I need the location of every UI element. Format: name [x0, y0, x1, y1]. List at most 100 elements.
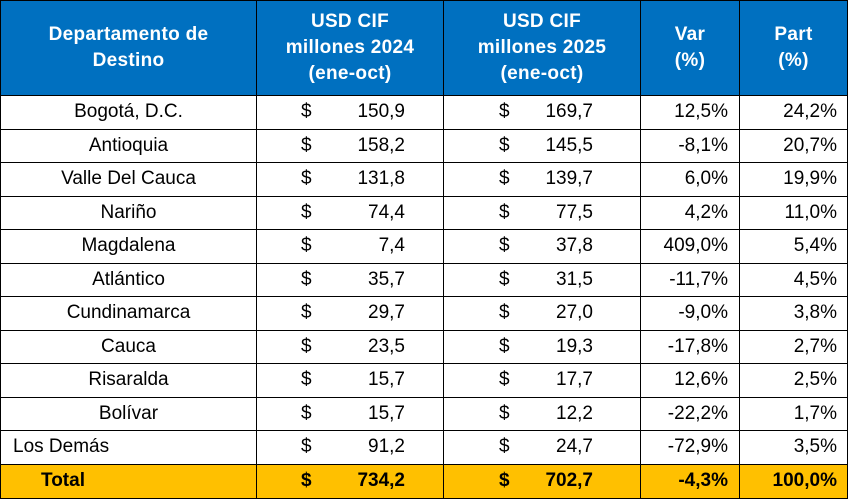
cell-usd-2025: $19,3 [443, 329, 641, 364]
currency-symbol: $ [301, 369, 312, 391]
cell-usd-2024: $158,2 [256, 128, 444, 163]
cell-usd-2024: $131,8 [256, 162, 444, 197]
cell-departamento: Antioquia [0, 128, 257, 163]
currency-symbol: $ [499, 369, 510, 391]
cell-usd-2025: $24,7 [443, 430, 641, 465]
cell-part: 20,7% [739, 128, 848, 163]
col-header-usd-2025: USD CIF millones 2025 (ene-oct) [443, 0, 641, 96]
header-line: USD CIF [502, 11, 582, 32]
header-line: Var [674, 24, 706, 45]
cell-var: 6,0% [640, 162, 740, 197]
currency-symbol: $ [301, 235, 312, 257]
cell-var: -22,2% [640, 396, 740, 431]
cell-part: 24,2% [739, 95, 848, 130]
currency-symbol: $ [301, 201, 312, 223]
total-var: -4,3% [640, 463, 740, 499]
table-row: Cundinamarca $29,7 $27,0 -9,0% 3,8% [0, 296, 848, 331]
cell-usd-2024-value: 29,7 [368, 302, 405, 324]
cell-usd-2025: $17,7 [443, 363, 641, 398]
total-row: Total $ 734,2 $ 702,7 -4,3% 100,0% [0, 463, 848, 499]
cell-var: 4,2% [640, 195, 740, 230]
cell-usd-2025-value: 37,8 [556, 235, 593, 257]
cell-departamento: Cauca [0, 329, 257, 364]
cell-usd-2025: $139,7 [443, 162, 641, 197]
header-line: USD CIF [310, 11, 390, 32]
currency-symbol: $ [499, 436, 510, 458]
cell-usd-2025: $169,7 [443, 95, 641, 130]
header-line: (%) [778, 50, 809, 71]
currency-symbol: $ [301, 335, 312, 357]
cell-usd-2025: $145,5 [443, 128, 641, 163]
cell-var: -8,1% [640, 128, 740, 163]
cell-usd-2025: $12,2 [443, 396, 641, 431]
header-line: (%) [674, 50, 706, 71]
table-row: Los Demás $91,2 $24,7 -72,9% 3,5% [0, 430, 848, 465]
table-row: Cauca $23,5 $19,3 -17,8% 2,7% [0, 329, 848, 364]
cell-part: 11,0% [739, 195, 848, 230]
cell-usd-2024: $29,7 [256, 296, 444, 331]
total-label: Total [0, 463, 257, 499]
total-usd-2025-value: 702,7 [545, 470, 593, 491]
currency-symbol: $ [499, 168, 510, 190]
cell-var: 409,0% [640, 229, 740, 264]
cell-usd-2025: $27,0 [443, 296, 641, 331]
cell-usd-2024-value: 74,4 [368, 201, 405, 223]
cell-usd-2024: $15,7 [256, 363, 444, 398]
currency-symbol: $ [301, 134, 312, 156]
header-line: millones 2025 [477, 37, 607, 58]
cell-departamento: Nariño [0, 195, 257, 230]
currency-symbol: $ [301, 470, 312, 491]
cell-usd-2024: $23,5 [256, 329, 444, 364]
currency-symbol: $ [499, 268, 510, 290]
cell-departamento: Bolívar [0, 396, 257, 431]
header-line: (ene-oct) [308, 63, 392, 84]
cell-usd-2024-value: 131,8 [357, 168, 405, 190]
cell-usd-2024: $74,4 [256, 195, 444, 230]
cell-part: 19,9% [739, 162, 848, 197]
cell-var: -72,9% [640, 430, 740, 465]
cell-usd-2025-value: 27,0 [556, 302, 593, 324]
cell-var: -9,0% [640, 296, 740, 331]
cell-usd-2025-value: 17,7 [556, 369, 593, 391]
table-row: Antioquia $158,2 $145,5 -8,1% 20,7% [0, 128, 848, 163]
cell-departamento: Magdalena [0, 229, 257, 264]
currency-symbol: $ [301, 268, 312, 290]
cell-usd-2025-value: 145,5 [545, 134, 593, 156]
cell-usd-2024: $7,4 [256, 229, 444, 264]
col-header-departamento: Departamento de Destino [0, 0, 257, 96]
currency-symbol: $ [301, 101, 312, 123]
cell-usd-2024-value: 35,7 [368, 268, 405, 290]
currency-symbol: $ [499, 134, 510, 156]
cell-usd-2024-value: 7,4 [378, 235, 405, 257]
cell-usd-2024: $150,9 [256, 95, 444, 130]
col-header-var: Var (%) [640, 0, 740, 96]
cell-part: 2,5% [739, 363, 848, 398]
cell-departamento: Cundinamarca [0, 296, 257, 331]
cell-usd-2024-value: 15,7 [368, 369, 405, 391]
total-usd-2024-value: 734,2 [357, 470, 405, 491]
cell-usd-2024-value: 23,5 [368, 335, 405, 357]
currency-symbol: $ [301, 436, 312, 458]
currency-symbol: $ [499, 402, 510, 424]
header-line: millones 2024 [285, 37, 415, 58]
cell-departamento: Risaralda [0, 363, 257, 398]
cell-departamento: Atlántico [0, 262, 257, 297]
cell-part: 3,5% [739, 430, 848, 465]
header-line: Departamento de [48, 24, 209, 45]
cell-part: 2,7% [739, 329, 848, 364]
cell-departamento: Bogotá, D.C. [0, 95, 257, 130]
cell-usd-2025-value: 24,7 [556, 436, 593, 458]
total-part: 100,0% [739, 463, 848, 499]
cell-usd-2024-value: 150,9 [357, 101, 405, 123]
total-usd-2025: $ 702,7 [443, 463, 641, 499]
currency-symbol: $ [499, 235, 510, 257]
cell-usd-2025-value: 31,5 [556, 268, 593, 290]
col-header-part: Part (%) [739, 0, 848, 96]
currency-symbol: $ [301, 402, 312, 424]
cell-usd-2025: $77,5 [443, 195, 641, 230]
currency-symbol: $ [499, 201, 510, 223]
currency-symbol: $ [499, 335, 510, 357]
cell-usd-2024-value: 91,2 [368, 436, 405, 458]
cell-part: 5,4% [739, 229, 848, 264]
cell-var: -11,7% [640, 262, 740, 297]
